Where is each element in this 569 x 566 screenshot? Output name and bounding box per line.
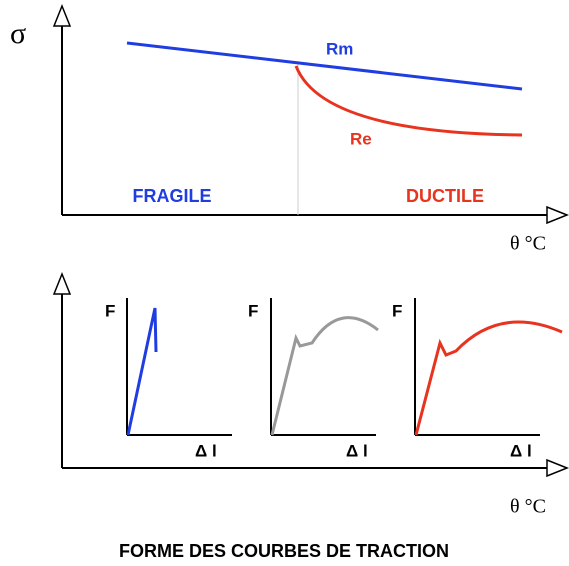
f-label: F bbox=[248, 301, 258, 320]
x-axis-label: θ °C bbox=[510, 496, 546, 518]
ductile-curve bbox=[414, 320, 563, 436]
f-label: F bbox=[105, 301, 115, 320]
fragile-label: FRAGILE bbox=[133, 186, 212, 206]
rm-curve bbox=[126, 41, 523, 91]
ductile-label: DUCTILE bbox=[406, 186, 484, 206]
arrow-head bbox=[52, 3, 72, 27]
rm-label: Rm bbox=[326, 39, 353, 58]
re-label: Re bbox=[350, 129, 372, 148]
sigma-label: σ bbox=[10, 17, 26, 50]
brittle-curve bbox=[126, 307, 158, 436]
arrow-head bbox=[546, 205, 569, 225]
re-curve bbox=[294, 65, 523, 137]
arrow-head bbox=[52, 271, 72, 295]
dl-label: Δ l bbox=[195, 441, 217, 460]
arrow-head bbox=[546, 458, 569, 478]
caption: FORME DES COURBES DE TRACTION bbox=[119, 541, 449, 561]
f-label: F bbox=[392, 301, 402, 320]
transition-curve bbox=[270, 316, 379, 436]
x-axis-label: θ °C bbox=[510, 233, 546, 255]
dl-label: Δ l bbox=[346, 441, 368, 460]
dl-label: Δ l bbox=[510, 441, 532, 460]
